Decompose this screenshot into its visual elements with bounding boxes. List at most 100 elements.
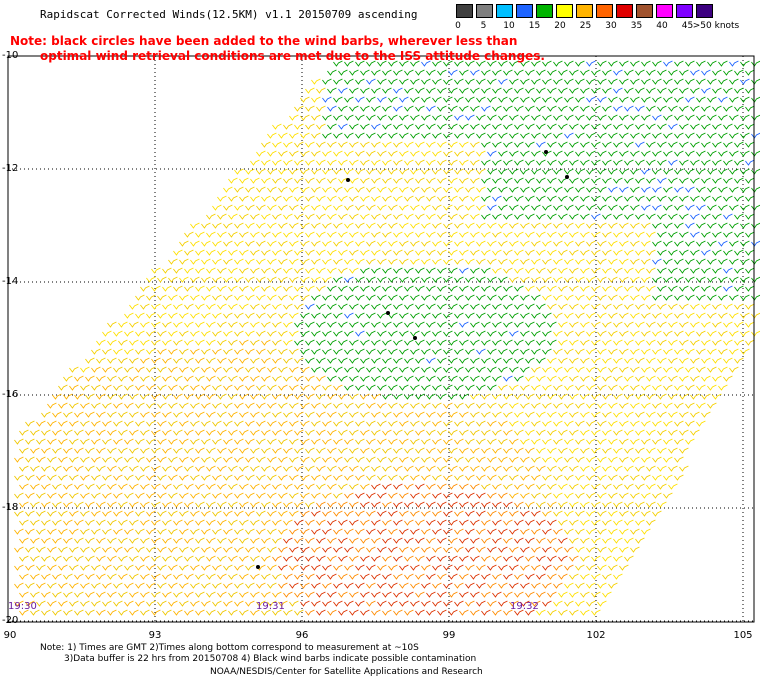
wind-barb [393, 393, 403, 400]
wind-barb [355, 78, 365, 85]
wind-barb [635, 519, 645, 526]
wind-barb [432, 78, 442, 85]
wind-barb [740, 114, 750, 121]
wind-barb [558, 537, 568, 544]
wind-barb [525, 303, 535, 310]
wind-barb [624, 105, 634, 112]
wind-barb [228, 411, 238, 418]
wind-barb [470, 249, 480, 256]
wind-barb [234, 330, 244, 337]
wind-barb [630, 510, 640, 517]
wind-barb [729, 186, 739, 193]
wind-barb [305, 555, 315, 562]
wind-barb [333, 438, 343, 445]
wind-barb [668, 249, 678, 256]
wind-barb [333, 294, 343, 301]
wind-barb [168, 528, 178, 535]
wind-barb [228, 591, 238, 598]
legend-label: 5 [480, 21, 487, 31]
wind-barb [608, 528, 618, 535]
wind-barb [597, 294, 607, 301]
wind-barb [751, 204, 760, 211]
wind-barb [454, 384, 464, 391]
wind-barb [470, 375, 480, 382]
wind-barb [311, 222, 321, 229]
wind-barb [267, 528, 277, 535]
wind-barb [476, 186, 486, 193]
wind-barb [267, 330, 277, 337]
wind-barb [344, 348, 354, 355]
wind-barb [591, 519, 601, 526]
wind-barb [404, 447, 414, 454]
wind-barb [630, 312, 640, 319]
wind-barb [157, 438, 167, 445]
wind-barb [96, 447, 106, 454]
wind-barb [514, 573, 524, 580]
wind-barb [102, 330, 112, 337]
wind-barb [377, 438, 387, 445]
wind-barb [184, 339, 194, 346]
wind-barb [531, 114, 541, 121]
wind-barb [195, 447, 205, 454]
wind-barb [333, 582, 343, 589]
wind-barb [305, 249, 315, 256]
wind-barb [454, 456, 464, 463]
wind-barb [179, 258, 189, 265]
wind-barb [553, 96, 563, 103]
wind-barb [410, 402, 420, 409]
wind-barb [707, 150, 717, 157]
wind-barb [245, 204, 255, 211]
wind-barb [487, 312, 497, 319]
wind-barb [382, 159, 392, 166]
wind-barb [498, 510, 508, 517]
wind-barb [443, 222, 453, 229]
wind-barb [338, 249, 348, 256]
wind-barb [256, 600, 266, 607]
wind-barb [690, 267, 700, 274]
wind-barb [74, 465, 84, 472]
wind-barb [69, 492, 79, 499]
wind-barb [718, 258, 728, 265]
wind-barb [173, 555, 183, 562]
wind-barb [498, 132, 508, 139]
wind-barb [217, 339, 227, 346]
wind-barb [333, 510, 343, 517]
wind-barb [701, 303, 711, 310]
wind-barb [327, 285, 337, 292]
wind-barb [602, 429, 612, 436]
wind-barb [492, 321, 502, 328]
wind-barb [261, 213, 271, 220]
wind-barb [707, 60, 717, 67]
wind-barb [410, 420, 420, 427]
wind-barb [217, 555, 227, 562]
wind-barb [542, 186, 552, 193]
wind-barb [63, 537, 73, 544]
wind-barb [674, 312, 684, 319]
wind-barb [333, 168, 343, 175]
longitude-label: 93 [148, 630, 162, 641]
wind-barb [465, 330, 475, 337]
wind-barb [338, 285, 348, 292]
wind-barb [690, 141, 700, 148]
wind-barb [184, 375, 194, 382]
wind-barb [344, 258, 354, 265]
wind-barb [553, 186, 563, 193]
wind-barb [102, 492, 112, 499]
wind-barb [388, 204, 398, 211]
wind-barb [745, 303, 755, 310]
wind-barb [712, 321, 722, 328]
wind-barb [289, 168, 299, 175]
wind-barb [492, 393, 502, 400]
wind-barb [619, 492, 629, 499]
wind-barb [184, 411, 194, 418]
wind-barb [597, 510, 607, 517]
wind-barb [564, 312, 574, 319]
wind-barb [630, 438, 640, 445]
wind-barb [646, 339, 656, 346]
wind-barb [63, 375, 73, 382]
wind-barb [223, 204, 233, 211]
wind-barb [641, 510, 651, 517]
wind-barb [668, 213, 678, 220]
wind-barb [696, 186, 706, 193]
wind-barb [311, 330, 321, 337]
